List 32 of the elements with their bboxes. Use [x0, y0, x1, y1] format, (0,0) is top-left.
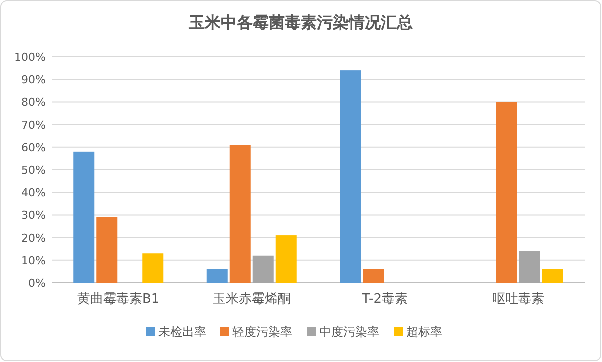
bar [363, 269, 384, 283]
y-tick-label: 90% [22, 74, 46, 87]
bar [496, 102, 518, 283]
bar [206, 269, 228, 283]
y-tick-label: 10% [22, 254, 46, 268]
bar [96, 217, 118, 283]
bar [519, 251, 540, 283]
y-tick-label: 0% [28, 277, 46, 290]
x-tick-label: 呕吐毒素 [492, 292, 544, 307]
legend-label: 中度污染率 [320, 325, 380, 339]
x-tick-label: 玉米赤霉烯酮 [212, 292, 291, 307]
legend-label: 超标率 [406, 325, 442, 339]
bar [74, 152, 95, 283]
bar [340, 70, 362, 283]
bar [230, 145, 251, 283]
y-tick-label: 70% [22, 118, 46, 132]
y-tick-label: 50% [22, 164, 46, 177]
bar [276, 236, 297, 283]
title: 玉米中各霉菌毒素污染情况汇总 [189, 13, 413, 32]
y-tick-label: 100% [14, 51, 46, 64]
y-tick-label: 80% [22, 96, 46, 110]
bar [542, 269, 564, 283]
y-tick-label: 30% [22, 209, 46, 222]
x-tick-label: T-2毒素 [361, 292, 408, 307]
x-tick-label: 黄曲霉毒素B1 [78, 292, 160, 307]
bar [142, 254, 164, 283]
legend-label: 未检出率 [158, 325, 206, 339]
y-tick-label: 60% [22, 141, 46, 154]
bar [252, 256, 274, 283]
y-tick-label: 40% [22, 186, 46, 200]
y-tick-label: 20% [22, 232, 46, 245]
legend-label: 轻度污染率 [232, 325, 292, 339]
